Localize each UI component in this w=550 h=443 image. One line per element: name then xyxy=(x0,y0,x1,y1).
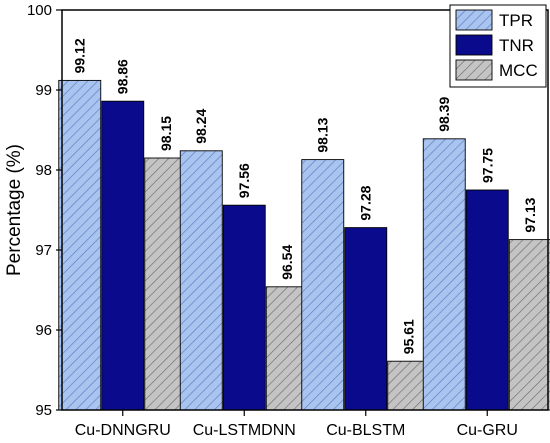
x-axis: Cu-DNNGRU Cu-LSTMDNN Cu-BLSTM Cu-GRU xyxy=(75,410,518,439)
bar-value-label: 96.54 xyxy=(279,245,295,280)
bar-value-label: 98.13 xyxy=(315,117,331,152)
bar-value-label: 98.24 xyxy=(193,109,209,144)
y-axis-title: Percentage (%) xyxy=(4,144,25,276)
legend-swatch-tnr xyxy=(455,34,493,56)
bar-tnr xyxy=(465,189,509,411)
bar-mcc xyxy=(508,239,550,411)
bar-value-label: 97.56 xyxy=(236,163,252,198)
bar-tnr xyxy=(344,227,388,411)
bar-value-label: 97.75 xyxy=(479,148,495,183)
data-labels-group: 99.12 98.86 98.15 98.24 97.56 96.54 98.13 97.28… xyxy=(72,38,539,354)
bar-mcc xyxy=(144,157,188,411)
legend-label: TPR xyxy=(499,11,533,30)
legend-label: MCC xyxy=(499,61,538,80)
y-axis: 95 96 97 98 99 100 xyxy=(27,2,62,419)
bar-value-label: 98.15 xyxy=(158,116,174,151)
legend-swatch-mcc xyxy=(455,59,493,81)
bar-mcc xyxy=(387,360,431,411)
y-tick-label: 99 xyxy=(35,82,52,99)
plot-frame xyxy=(61,9,549,411)
bar-value-label: 95.61 xyxy=(401,319,417,354)
bar-tpr xyxy=(422,138,466,411)
bar-tnr xyxy=(222,204,266,411)
bar-tnr xyxy=(101,100,145,411)
bar-value-label: 97.13 xyxy=(522,197,538,232)
bars-group xyxy=(58,79,550,411)
x-category-label: Cu-GRU xyxy=(457,422,518,439)
bar-value-label: 98.39 xyxy=(436,97,452,132)
bar-value-label: 99.12 xyxy=(72,38,88,73)
legend-swatch-tpr xyxy=(455,9,493,31)
legend-label: TNR xyxy=(499,36,534,55)
y-tick-label: 95 xyxy=(35,402,52,419)
bar-tpr xyxy=(58,79,102,411)
bar-tpr xyxy=(301,159,345,411)
bar-value-label: 98.86 xyxy=(115,59,131,94)
x-category-label: Cu-BLSTM xyxy=(326,422,405,439)
bar-tpr xyxy=(179,150,223,411)
x-category-label: Cu-DNNGRU xyxy=(75,422,171,439)
y-tick-label: 97 xyxy=(35,242,52,259)
bar-value-label: 97.28 xyxy=(358,185,374,220)
bar-mcc xyxy=(265,286,309,411)
y-tick-label: 96 xyxy=(35,322,52,339)
y-tick-label: 100 xyxy=(27,2,52,19)
legend: TPR TNR MCC xyxy=(449,4,547,88)
x-category-label: Cu-LSTMDNN xyxy=(193,422,296,439)
y-tick-label: 98 xyxy=(35,162,52,179)
